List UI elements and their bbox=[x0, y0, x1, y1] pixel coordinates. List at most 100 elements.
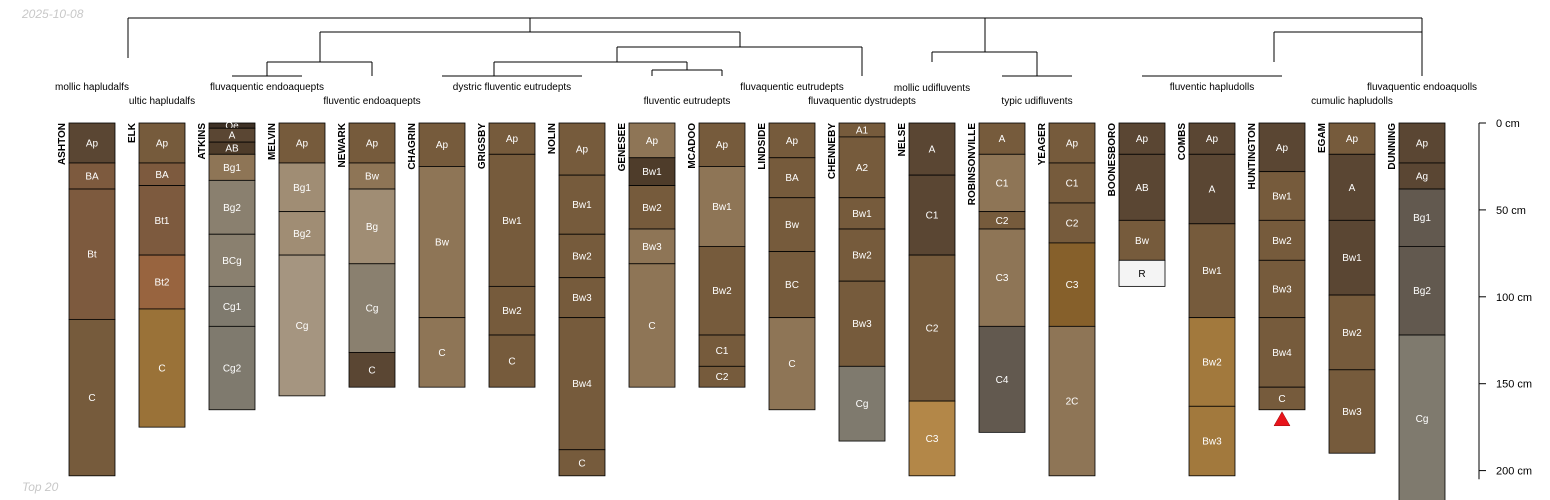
horizon-label: BA bbox=[785, 173, 799, 184]
horizon-label: A bbox=[1349, 183, 1356, 194]
horizon-Bw bbox=[768, 197, 816, 253]
profile-name: COMBS bbox=[1177, 123, 1188, 161]
horizon-BC bbox=[768, 251, 816, 319]
horizon-label: BA bbox=[85, 172, 99, 183]
horizon-label: Ap bbox=[86, 138, 99, 149]
horizon-C bbox=[488, 334, 536, 388]
horizon-label: Bg2 bbox=[293, 229, 311, 240]
horizon-Ap bbox=[698, 122, 746, 167]
horizon-Bw4 bbox=[558, 317, 606, 451]
horizon-label: C bbox=[88, 393, 95, 404]
horizon-C1 bbox=[698, 334, 746, 367]
taxon-label: ultic hapludalfs bbox=[129, 96, 195, 107]
taxon-label: fluvaquentic dystrudepts bbox=[808, 96, 916, 107]
horizon-Bg2 bbox=[278, 211, 326, 256]
horizon-label: BA bbox=[155, 170, 169, 181]
horizon-label: C bbox=[1278, 394, 1285, 405]
taxon-label: mollic udifluvents bbox=[894, 83, 970, 94]
horizon-Bw4 bbox=[1258, 317, 1306, 388]
taxon-label: fluvaquentic eutrudepts bbox=[740, 82, 843, 93]
profile-nolin: Ap Bw1 Bw2 Bw3 Bw4 C NOLIN bbox=[547, 122, 606, 477]
taxon-label: mollic hapludalfs bbox=[55, 82, 129, 93]
horizon-Bw2 bbox=[1328, 294, 1376, 371]
profile-chenneby: A1 A2 Bw1 Bw2 Bw3 Cg CHENNEBY bbox=[827, 122, 886, 442]
horizon-label: Ap bbox=[296, 138, 309, 149]
horizon-Bw3 bbox=[558, 277, 606, 319]
profile-elk: Ap BA Bt1 Bt2 C ELK bbox=[127, 122, 186, 428]
horizon-label: C bbox=[578, 458, 585, 469]
horizon-label: A2 bbox=[856, 163, 869, 174]
horizon-label: Bw3 bbox=[572, 293, 592, 304]
horizon-Cg2 bbox=[208, 325, 256, 411]
profile-name: ELK bbox=[127, 122, 138, 143]
horizon-label: Ap bbox=[506, 134, 519, 145]
horizon-Bw2 bbox=[1188, 317, 1236, 407]
horizon-Bw2 bbox=[1258, 219, 1306, 261]
horizon-A bbox=[978, 122, 1026, 155]
horizon-label: Bw1 bbox=[1272, 191, 1292, 202]
horizon-label: Bt bbox=[87, 250, 97, 261]
horizon-label: Bw1 bbox=[502, 216, 522, 227]
profile-mcadoo: Ap Bw1 Bw2 C1 C2 MCADOO bbox=[687, 122, 746, 388]
horizon-Cg bbox=[1398, 334, 1446, 500]
taxon-label: fluvaquentic endoaquepts bbox=[210, 82, 324, 93]
horizon-C bbox=[68, 318, 116, 477]
horizon-label: Bw1 bbox=[1342, 253, 1362, 264]
taxon-label: dystric fluventic eutrudepts bbox=[453, 82, 571, 93]
horizon-label: C2 bbox=[716, 372, 729, 383]
profile-name: MELVIN bbox=[267, 123, 278, 160]
profile-name: YEAGER bbox=[1037, 122, 1048, 165]
horizon-label: Cg bbox=[1416, 414, 1429, 425]
profile-name: NELSE bbox=[897, 123, 908, 157]
horizon-C2 bbox=[698, 365, 746, 388]
profile-melvin: Ap Bg1 Bg2 Cg MELVIN bbox=[267, 122, 326, 397]
horizon-Cg1 bbox=[208, 285, 256, 327]
profile-name: NOLIN bbox=[547, 123, 558, 154]
horizon-label: Ap bbox=[786, 136, 799, 147]
horizon-Bt bbox=[68, 188, 116, 320]
horizon-Bw1 bbox=[1188, 223, 1236, 319]
horizon-label: Ap bbox=[576, 145, 589, 156]
horizon-Bw1 bbox=[1258, 171, 1306, 221]
profile-boonesboro: Ap AB Bw R BOONESBORO bbox=[1107, 122, 1166, 287]
horizon-label: Bw4 bbox=[1272, 348, 1292, 359]
horizon-label: Bg2 bbox=[1413, 286, 1431, 297]
horizon-label: Ap bbox=[1416, 138, 1429, 149]
horizon-Bw3 bbox=[1258, 259, 1306, 319]
horizon-label: Bw bbox=[365, 172, 380, 183]
profile-name: DUNNING bbox=[1387, 123, 1398, 170]
horizon-label: C4 bbox=[996, 375, 1009, 386]
horizon-C bbox=[628, 263, 676, 388]
horizon-label: Bw2 bbox=[852, 251, 872, 262]
profile-yeager: Ap C1 C2 C3 2C YEAGER bbox=[1037, 122, 1096, 477]
horizon-label: C bbox=[158, 364, 165, 375]
horizon-Bw2 bbox=[698, 245, 746, 336]
horizon-label: 2C bbox=[1066, 397, 1079, 408]
horizon-label: Bg bbox=[366, 222, 378, 233]
horizon-label: C1 bbox=[716, 346, 729, 357]
profile-name: GRIGSBY bbox=[477, 123, 488, 169]
horizon-label: R bbox=[1138, 269, 1145, 280]
profile-chagrin: Ap Bw C CHAGRIN bbox=[407, 122, 466, 388]
profile-huntington: Ap Bw1 Bw2 Bw3 Bw4 C HUNTINGTON bbox=[1247, 122, 1306, 427]
horizon-label: Bw3 bbox=[642, 242, 662, 253]
horizon-Ap bbox=[348, 122, 396, 164]
horizon-C1 bbox=[908, 174, 956, 256]
horizon-Ap bbox=[278, 122, 326, 164]
horizon-Bg bbox=[348, 188, 396, 265]
horizon-label: A bbox=[929, 145, 936, 156]
horizon-label: Bw bbox=[785, 220, 800, 231]
horizon-label: C bbox=[438, 348, 445, 359]
horizon-Bg1 bbox=[208, 153, 256, 181]
axis-tick-label: 200 cm bbox=[1496, 466, 1532, 478]
horizon-label: Bg1 bbox=[1413, 213, 1431, 224]
horizon-label: Bw2 bbox=[1272, 236, 1292, 247]
horizon-label: Bw2 bbox=[572, 251, 592, 262]
horizon-label: A bbox=[229, 131, 236, 142]
horizon-label: Ap bbox=[646, 136, 659, 147]
horizon-label: C3 bbox=[996, 273, 1009, 284]
horizon-Bt2 bbox=[138, 254, 186, 310]
horizon-label: Ap bbox=[716, 140, 729, 151]
